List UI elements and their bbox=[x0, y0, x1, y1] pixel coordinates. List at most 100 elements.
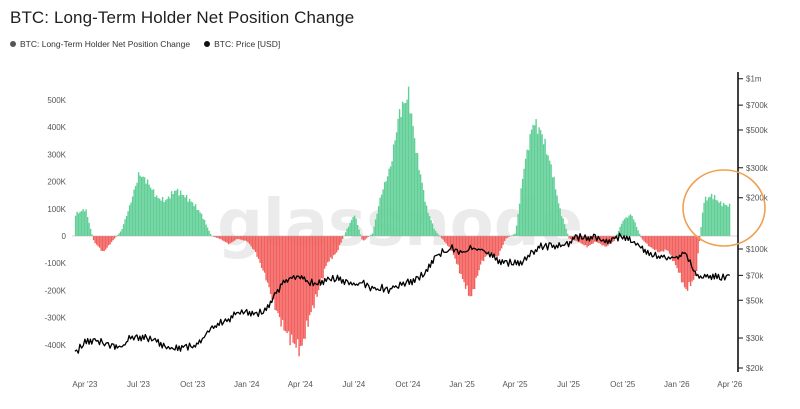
net-position-bar bbox=[440, 236, 443, 239]
net-position-bar bbox=[506, 236, 509, 238]
net-position-bar bbox=[584, 236, 587, 246]
net-position-bar bbox=[446, 236, 449, 246]
legend-dot-price bbox=[204, 41, 211, 47]
left-axis-tick: 500K bbox=[47, 96, 66, 105]
net-position-bar bbox=[560, 216, 563, 236]
net-position-bar bbox=[674, 236, 677, 266]
net-position-bar bbox=[508, 236, 510, 237]
net-position-bar bbox=[412, 126, 414, 236]
net-position-bar bbox=[692, 236, 695, 280]
net-position-bar bbox=[449, 236, 452, 251]
net-position-bar bbox=[470, 236, 473, 297]
net-position-bar bbox=[487, 236, 489, 254]
net-position-bar bbox=[574, 236, 576, 241]
net-position-bar bbox=[704, 196, 707, 236]
net-position-bar bbox=[458, 236, 461, 274]
net-position-bar bbox=[326, 236, 329, 263]
net-position-bar bbox=[637, 230, 639, 236]
net-position-bar bbox=[527, 150, 530, 236]
x-axis-tick: Oct '23 bbox=[180, 380, 206, 389]
net-position-bar bbox=[397, 118, 399, 236]
net-position-bar bbox=[482, 236, 485, 262]
right-axis-tick: $100k bbox=[746, 245, 769, 254]
net-position-bar bbox=[334, 236, 336, 255]
legend-item-ltholder[interactable]: BTC: Long-Term Holder Net Position Chang… bbox=[10, 39, 190, 49]
net-position-bar bbox=[422, 190, 425, 236]
net-position-bar bbox=[403, 103, 405, 236]
net-position-bar bbox=[352, 217, 354, 236]
net-position-bar bbox=[121, 229, 123, 236]
left-axis-tick: -200K bbox=[45, 286, 67, 295]
net-position-bar bbox=[623, 218, 626, 236]
net-position-bar bbox=[709, 196, 711, 236]
net-position-bar bbox=[598, 236, 600, 244]
net-position-bar bbox=[313, 236, 315, 309]
net-position-bar bbox=[643, 236, 645, 242]
net-position-bar bbox=[112, 236, 114, 241]
net-position-bar bbox=[344, 232, 347, 236]
net-position-bar bbox=[727, 206, 729, 236]
net-position-bar bbox=[626, 217, 629, 236]
net-position-bar bbox=[239, 236, 242, 240]
net-position-bar bbox=[175, 190, 177, 236]
legend-item-price[interactable]: BTC: Price [USD] bbox=[204, 39, 280, 49]
net-position-bar bbox=[341, 236, 344, 239]
net-position-bar bbox=[193, 206, 195, 236]
net-position-bar bbox=[284, 236, 287, 332]
net-position-bar bbox=[664, 236, 666, 250]
net-position-bar bbox=[424, 201, 426, 236]
net-position-bar bbox=[713, 195, 716, 236]
net-position-bar bbox=[634, 222, 636, 236]
net-position-bar bbox=[100, 236, 102, 251]
net-position-bar bbox=[551, 177, 554, 236]
net-position-bar bbox=[209, 233, 212, 236]
net-position-bar bbox=[436, 232, 438, 236]
net-position-bar bbox=[707, 197, 710, 236]
net-position-bar bbox=[473, 236, 476, 289]
net-position-bar bbox=[317, 236, 320, 291]
net-position-bar bbox=[235, 236, 237, 240]
net-position-bar bbox=[427, 212, 429, 236]
legend: BTC: Long-Term Holder Net Position Chang… bbox=[10, 39, 280, 49]
net-position-bar bbox=[631, 216, 633, 236]
net-position-bar bbox=[503, 236, 506, 242]
net-position-bar bbox=[238, 236, 240, 240]
x-axis-tick: Jan '25 bbox=[449, 380, 475, 389]
net-position-bar bbox=[652, 236, 654, 249]
net-position-bar bbox=[676, 236, 678, 269]
net-position-bar bbox=[701, 212, 704, 236]
net-position-bar bbox=[197, 210, 200, 236]
net-position-bar bbox=[400, 117, 402, 236]
net-position-bar bbox=[292, 236, 294, 343]
net-position-bar bbox=[160, 200, 162, 236]
net-position-bar bbox=[188, 198, 191, 236]
net-position-bar bbox=[530, 129, 533, 236]
net-position-bar bbox=[547, 155, 549, 236]
net-position-bar bbox=[340, 236, 342, 243]
net-position-bar bbox=[581, 236, 584, 245]
net-position-bar bbox=[143, 177, 146, 236]
net-position-bar bbox=[472, 236, 474, 290]
net-position-bar bbox=[245, 236, 248, 242]
net-position-bar bbox=[616, 234, 618, 236]
net-position-bar bbox=[110, 236, 113, 243]
net-position-bar bbox=[421, 182, 423, 236]
net-position-bar bbox=[691, 236, 693, 282]
net-position-bar bbox=[269, 236, 272, 294]
net-position-bar bbox=[236, 236, 239, 239]
net-position-bar bbox=[190, 201, 192, 236]
net-position-bar bbox=[329, 236, 332, 258]
net-position-bar bbox=[695, 236, 698, 271]
net-position-bar bbox=[578, 236, 581, 243]
net-position-bar bbox=[187, 201, 189, 236]
net-position-bar bbox=[641, 236, 644, 240]
net-position-bar bbox=[256, 236, 258, 257]
net-position-bar bbox=[710, 193, 713, 236]
net-position-bar bbox=[217, 236, 219, 239]
net-position-bar bbox=[619, 226, 621, 236]
net-position-bar bbox=[86, 216, 89, 236]
net-position-bar bbox=[91, 234, 93, 236]
net-position-bar bbox=[373, 226, 375, 236]
x-axis-tick: Oct '25 bbox=[610, 380, 636, 389]
